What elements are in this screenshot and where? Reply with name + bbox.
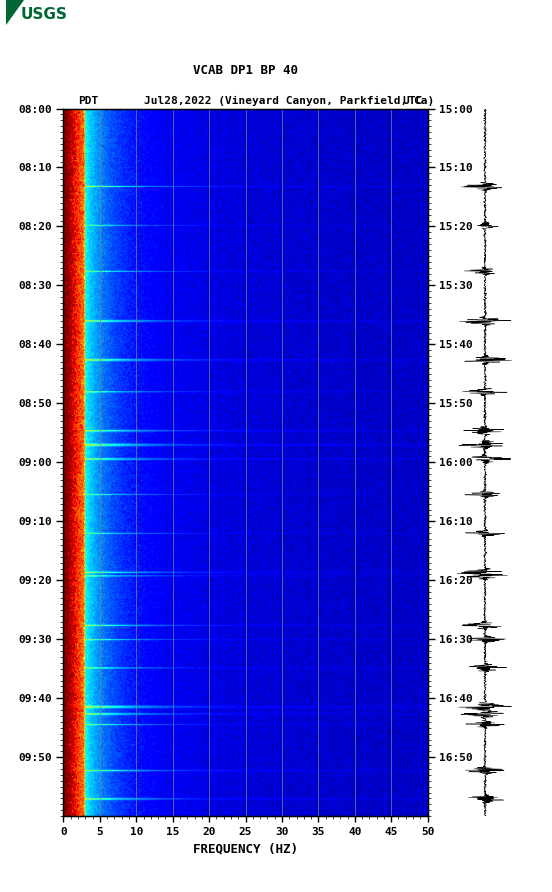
Text: UTC: UTC: [402, 96, 422, 106]
Polygon shape: [6, 0, 23, 24]
Text: PDT: PDT: [78, 96, 98, 106]
Text: USGS: USGS: [21, 7, 68, 22]
X-axis label: FREQUENCY (HZ): FREQUENCY (HZ): [193, 842, 298, 855]
Text: VCAB DP1 BP 40: VCAB DP1 BP 40: [193, 64, 298, 77]
Text: Jul28,2022 (Vineyard Canyon, Parkfield, Ca): Jul28,2022 (Vineyard Canyon, Parkfield, …: [144, 96, 434, 106]
